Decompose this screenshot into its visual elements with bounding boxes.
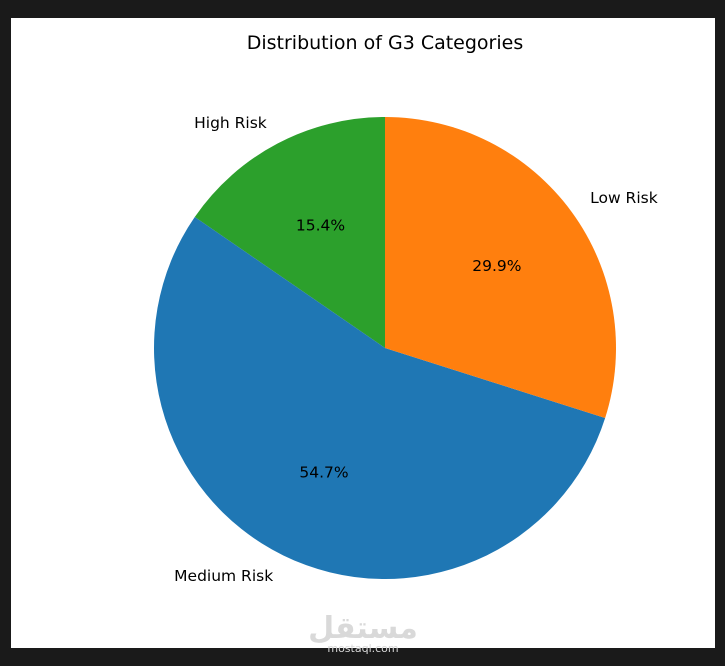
slice-label-medium-risk: Medium Risk <box>174 567 273 585</box>
watermark: مستقل mostaql.com <box>308 611 418 655</box>
slice-pct-high-risk: 15.4% <box>296 216 345 234</box>
pie-slice-high-risk <box>194 117 385 348</box>
slice-label-high-risk: High Risk <box>194 114 267 132</box>
pie-slice-medium-risk <box>153 216 606 580</box>
slice-label-low-risk: Low Risk <box>590 189 658 207</box>
pie-slices <box>153 117 616 580</box>
watermark-logo-text: مستقل <box>308 611 418 646</box>
pie-slice-low-risk <box>385 117 616 419</box>
slice-pct-medium-risk: 54.7% <box>299 463 348 481</box>
pie-labels: High Risk 15.4% Medium Risk 54.7% Low Risk 29… <box>174 114 658 585</box>
chart-title: Distribution of G3 Categories <box>247 32 524 54</box>
slice-pct-low-risk: 29.9% <box>472 257 521 275</box>
watermark-subtext: mostaql.com <box>327 642 398 655</box>
